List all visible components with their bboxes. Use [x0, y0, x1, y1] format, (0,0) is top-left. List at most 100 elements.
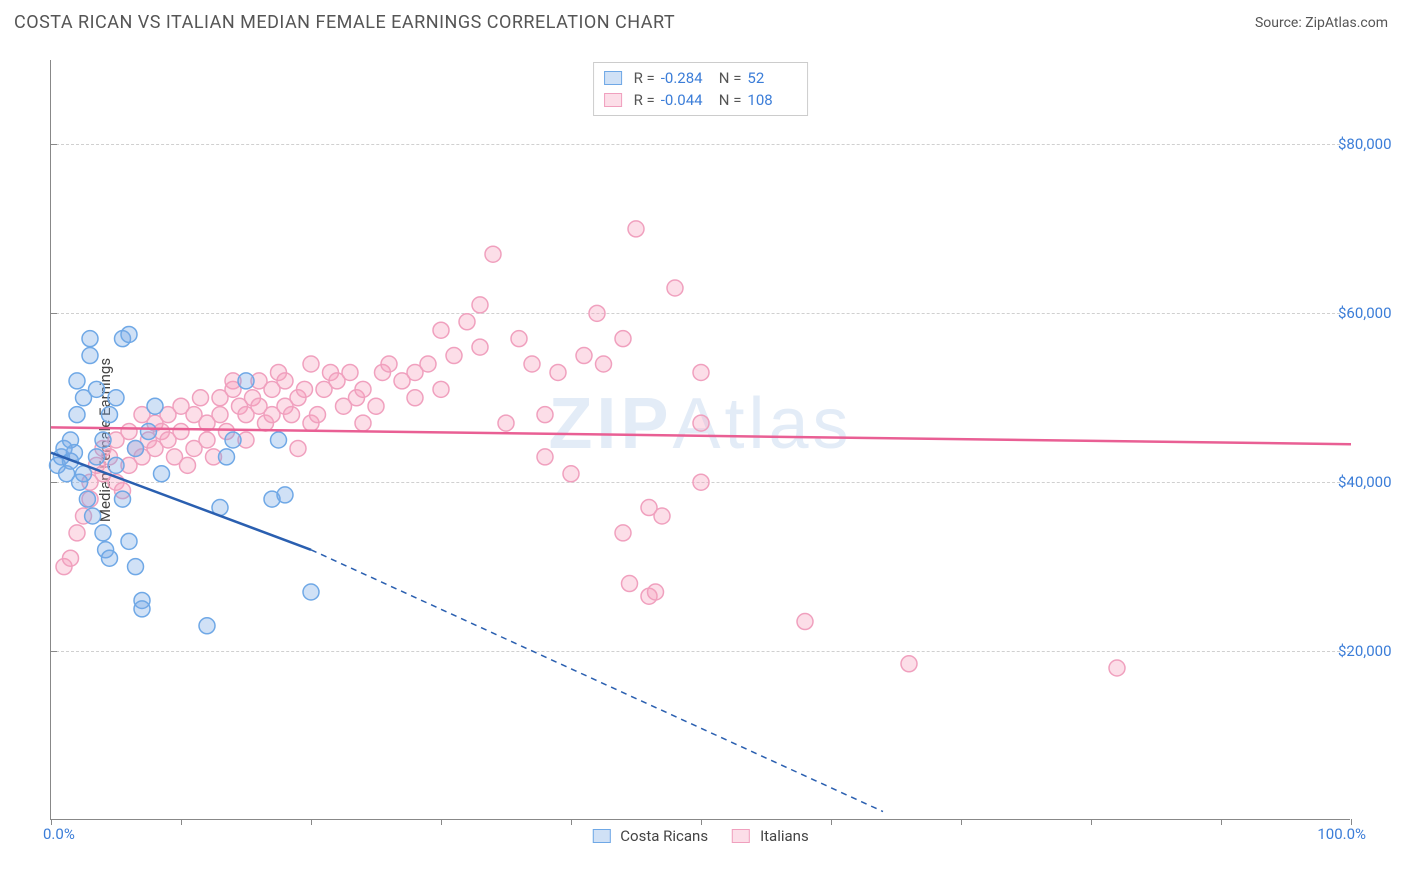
data-point: [89, 449, 105, 465]
chart-plot-area: Median Female Earnings $20,000$40,000$60…: [50, 60, 1350, 820]
data-point: [154, 466, 170, 482]
stats-row-italians: R = -0.044 N = 108: [604, 89, 798, 111]
swatch-italians: [732, 829, 750, 843]
data-point: [85, 508, 101, 524]
data-point: [342, 364, 358, 380]
data-point: [537, 449, 553, 465]
data-point: [459, 314, 475, 330]
data-point: [537, 407, 553, 423]
data-point: [1109, 660, 1125, 676]
data-point: [95, 432, 111, 448]
data-point: [693, 364, 709, 380]
x-tick: [1091, 819, 1092, 825]
chart-title: COSTA RICAN VS ITALIAN MEDIAN FEMALE EAR…: [14, 12, 675, 33]
x-tick: [831, 819, 832, 825]
x-tick: [571, 819, 572, 825]
x-tick: [441, 819, 442, 825]
data-point: [648, 584, 664, 600]
data-point: [121, 424, 137, 440]
data-point: [128, 559, 144, 575]
data-point: [297, 381, 313, 397]
data-point: [219, 449, 235, 465]
data-point: [63, 550, 79, 566]
scatter-plot-svg: [51, 60, 1350, 819]
data-point: [615, 331, 631, 347]
swatch-italians: [604, 93, 622, 107]
data-point: [271, 432, 287, 448]
data-point: [108, 390, 124, 406]
x-tick: [961, 819, 962, 825]
data-point: [797, 614, 813, 630]
data-point: [310, 407, 326, 423]
source-attribution: Source: ZipAtlas.com: [1255, 15, 1388, 31]
data-point: [446, 348, 462, 364]
data-point: [589, 305, 605, 321]
data-point: [121, 533, 137, 549]
data-point: [128, 440, 144, 456]
x-tick: [701, 819, 702, 825]
data-point: [277, 373, 293, 389]
data-point: [89, 381, 105, 397]
data-point: [472, 339, 488, 355]
data-point: [82, 331, 98, 347]
data-point: [173, 424, 189, 440]
data-point: [290, 440, 306, 456]
stats-row-costa-ricans: R = -0.284 N = 52: [604, 67, 798, 89]
data-point: [381, 356, 397, 372]
data-point: [225, 432, 241, 448]
data-point: [622, 576, 638, 592]
data-point: [420, 356, 436, 372]
data-point: [303, 356, 319, 372]
data-point: [355, 381, 371, 397]
data-point: [654, 508, 670, 524]
data-point: [407, 390, 423, 406]
data-point: [615, 525, 631, 541]
data-point: [69, 407, 85, 423]
data-point: [368, 398, 384, 414]
data-point: [199, 618, 215, 634]
data-point: [193, 390, 209, 406]
data-point: [277, 487, 293, 503]
data-point: [79, 491, 95, 507]
data-point: [212, 407, 228, 423]
correlation-stats-box: R = -0.284 N = 52 R = -0.044 N = 108: [593, 62, 809, 116]
data-point: [472, 297, 488, 313]
data-point: [180, 457, 196, 473]
x-axis-max-label: 100.0%: [1317, 825, 1366, 843]
legend-item-italians: Italians: [732, 827, 809, 845]
data-point: [238, 373, 254, 389]
legend-item-costa-ricans: Costa Ricans: [592, 827, 708, 845]
data-point: [82, 348, 98, 364]
data-point: [284, 407, 300, 423]
data-point: [141, 424, 157, 440]
data-point: [550, 364, 566, 380]
data-point: [147, 398, 163, 414]
data-point: [433, 381, 449, 397]
data-point: [303, 584, 319, 600]
data-point: [524, 356, 540, 372]
data-point: [199, 432, 215, 448]
x-tick: [311, 819, 312, 825]
data-point: [115, 491, 131, 507]
data-point: [901, 656, 917, 672]
data-point: [108, 457, 124, 473]
data-point: [355, 415, 371, 431]
data-point: [69, 373, 85, 389]
data-point: [693, 474, 709, 490]
data-point: [95, 525, 111, 541]
data-point: [667, 280, 683, 296]
legend: Costa Ricans Italians: [592, 827, 808, 845]
trend-line: [311, 550, 883, 812]
data-point: [563, 466, 579, 482]
swatch-costa-ricans: [592, 829, 610, 843]
data-point: [102, 550, 118, 566]
data-point: [628, 221, 644, 237]
data-point: [693, 415, 709, 431]
x-tick: [181, 819, 182, 825]
x-tick: [1221, 819, 1222, 825]
swatch-costa-ricans: [604, 71, 622, 85]
data-point: [433, 322, 449, 338]
data-point: [511, 331, 527, 347]
data-point: [485, 246, 501, 262]
data-point: [121, 326, 137, 342]
